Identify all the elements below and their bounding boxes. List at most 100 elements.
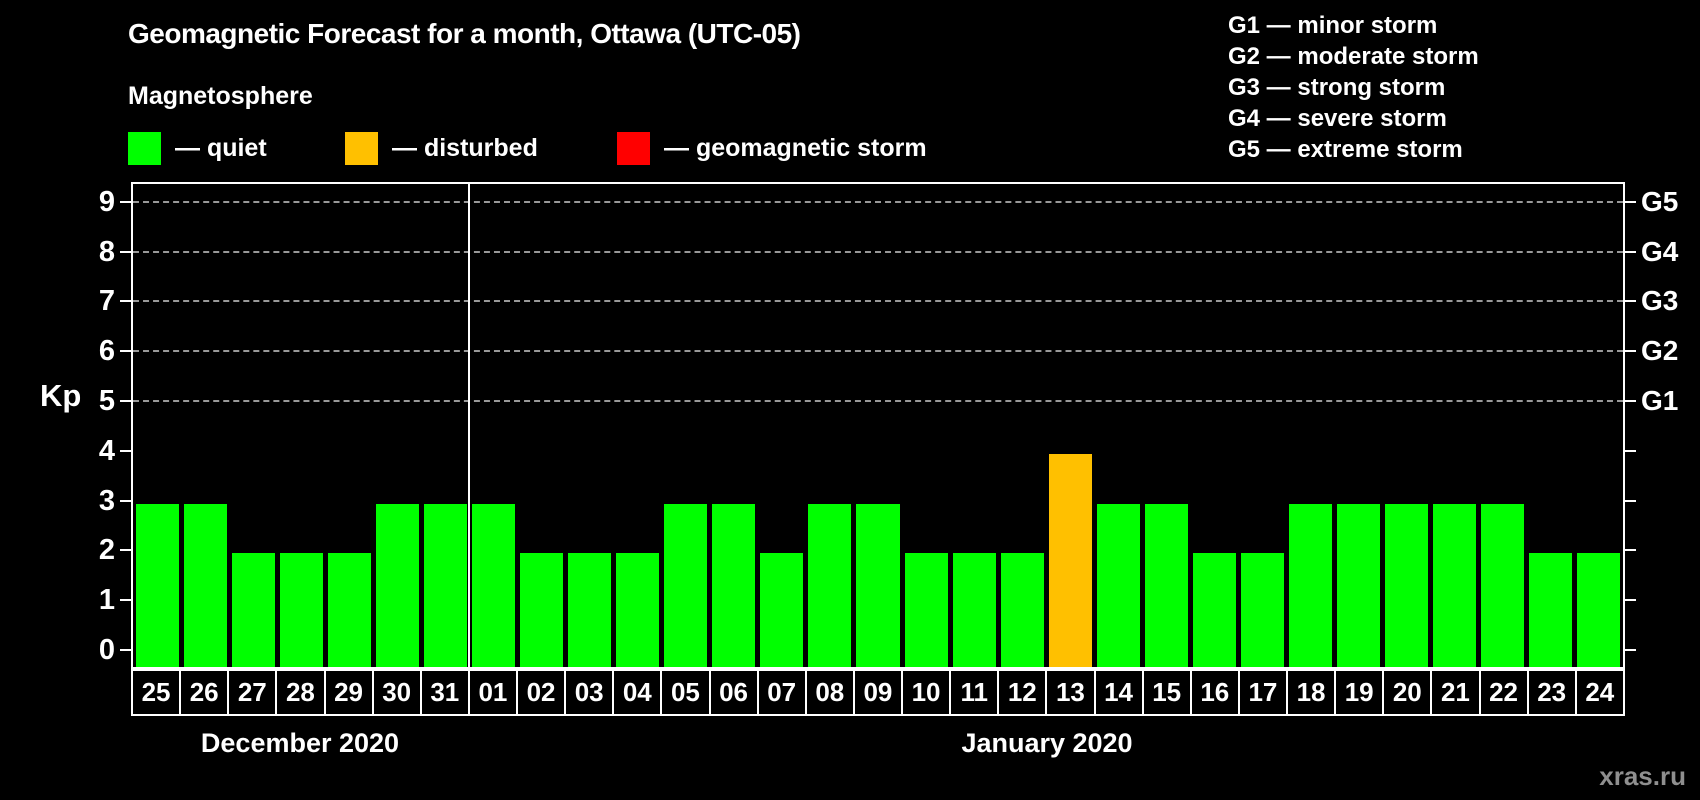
gridline-kp-9 — [133, 200, 1623, 203]
day-label-26: 26 — [179, 669, 230, 716]
kp-bar-day-06 — [712, 503, 756, 667]
day-label-21: 21 — [1430, 669, 1481, 716]
month-divider-line — [468, 184, 471, 667]
kp-bar-day-21 — [1433, 503, 1477, 667]
right-axis-tick — [1625, 350, 1636, 353]
kp-bar-day-23 — [1529, 553, 1573, 667]
g-scale-label-g5: G5 — [1641, 185, 1679, 217]
right-axis-tick — [1625, 549, 1636, 552]
storm-scale-legend-line: G5 — extreme storm — [1228, 136, 1463, 163]
day-label-06: 06 — [708, 669, 759, 716]
month-label-january: January 2020 — [961, 728, 1133, 758]
day-label-03: 03 — [564, 669, 615, 716]
day-label-29: 29 — [323, 669, 374, 716]
day-label-02: 02 — [516, 669, 567, 716]
right-axis-tick — [1625, 400, 1636, 402]
y-axis-tick — [120, 300, 131, 303]
day-label-10: 10 — [901, 669, 952, 716]
y-tick-label: 7 — [98, 285, 115, 318]
day-label-30: 30 — [371, 669, 422, 716]
legend-item-storm: — geomagnetic storm — [617, 131, 927, 165]
day-label-22: 22 — [1478, 669, 1529, 716]
kp-bar-day-18 — [1289, 503, 1333, 667]
day-label-14: 14 — [1093, 669, 1144, 716]
legend-item-quiet: — quiet — [128, 131, 267, 165]
legend-item-disturbed: — disturbed — [345, 131, 538, 165]
day-label-23: 23 — [1526, 669, 1577, 716]
legend-item-label: — quiet — [175, 133, 267, 162]
day-label-01: 01 — [467, 669, 518, 716]
gridline-kp-5 — [133, 400, 1623, 402]
day-label-18: 18 — [1286, 669, 1337, 716]
y-tick-label: 0 — [98, 634, 115, 666]
kp-bar-day-12 — [1000, 553, 1044, 667]
day-label-12: 12 — [997, 669, 1048, 716]
y-axis-tick — [120, 499, 131, 502]
kp-bar-day-19 — [1337, 503, 1381, 667]
right-axis-tick — [1625, 599, 1636, 602]
kp-bar-day-04 — [616, 553, 660, 667]
y-tick-label: 6 — [98, 335, 115, 368]
y-axis-tick — [120, 649, 131, 651]
right-axis-tick — [1625, 200, 1636, 203]
kp-bar-day-31 — [423, 503, 467, 667]
kp-bar-day-28 — [279, 553, 323, 667]
y-tick-label: 8 — [98, 235, 115, 268]
storm-scale-legend: G1 — minor storm G2 — moderate storm G3 … — [1228, 10, 1479, 165]
y-axis-tick — [120, 599, 131, 602]
gridline-kp-7 — [133, 300, 1623, 303]
day-label-05: 05 — [660, 669, 711, 716]
day-label-07: 07 — [756, 669, 807, 716]
storm-scale-legend-line: G2 — moderate storm — [1228, 43, 1479, 70]
watermark: xras.ru — [1599, 761, 1686, 791]
kp-bar-day-14 — [1096, 503, 1140, 667]
storm-color-swatch — [617, 131, 650, 165]
kp-bar-day-03 — [568, 553, 612, 667]
kp-bar-day-22 — [1481, 503, 1525, 667]
legend-item-label: — disturbed — [392, 133, 538, 162]
disturbed-color-swatch — [345, 131, 378, 165]
y-axis-tick — [120, 549, 131, 552]
kp-bar-day-30 — [375, 503, 419, 667]
y-axis-tick — [120, 200, 131, 203]
day-label-09: 09 — [852, 669, 903, 716]
day-label-27: 27 — [227, 669, 278, 716]
y-tick-label: 5 — [98, 385, 115, 417]
y-axis-tick — [120, 250, 131, 253]
quiet-color-swatch — [128, 131, 161, 165]
legend-heading: Magnetosphere — [128, 82, 313, 110]
right-axis-tick — [1625, 499, 1636, 502]
day-label-15: 15 — [1141, 669, 1192, 716]
kp-bar-day-09 — [856, 503, 900, 667]
gridline-kp-6 — [133, 350, 1623, 353]
right-axis-tick — [1625, 250, 1636, 253]
day-label-28: 28 — [275, 669, 326, 716]
storm-scale-legend-line: G4 — severe storm — [1228, 105, 1447, 132]
day-label-17: 17 — [1237, 669, 1288, 716]
right-axis-tick — [1625, 649, 1636, 651]
kp-bar-day-10 — [904, 553, 948, 667]
y-tick-label: 4 — [98, 434, 115, 467]
kp-bar-day-16 — [1192, 553, 1236, 667]
day-axis-row: 25 26 27 28 29 30 31 01 02 03 04 05 06 07 08 09 10 11 12 13… — [131, 669, 1625, 716]
kp-bar-day-05 — [664, 503, 708, 667]
kp-bar-day-11 — [952, 553, 996, 667]
kp-bar-day-02 — [520, 553, 564, 667]
y-axis-tick — [120, 449, 131, 452]
g-scale-label-g2: G2 — [1641, 335, 1679, 367]
day-label-31: 31 — [419, 669, 470, 716]
g-scale-label-g3: G3 — [1641, 285, 1679, 317]
day-label-08: 08 — [804, 669, 855, 716]
storm-scale-legend-line: G1 — minor storm — [1228, 12, 1438, 39]
y-tick-label: 2 — [98, 534, 115, 567]
y-tick-label: 3 — [98, 484, 115, 517]
kp-bar-day-01 — [471, 503, 515, 667]
y-axis-label: Kp — [40, 378, 82, 413]
chart-title: Geomagnetic Forecast for a month, Ottawa… — [128, 18, 801, 49]
right-axis-tick — [1625, 300, 1636, 303]
day-label-11: 11 — [949, 669, 1000, 716]
month-label-december: December 2020 — [200, 728, 400, 758]
y-tick-label: 9 — [98, 185, 115, 218]
kp-bar-day-26 — [183, 503, 227, 667]
